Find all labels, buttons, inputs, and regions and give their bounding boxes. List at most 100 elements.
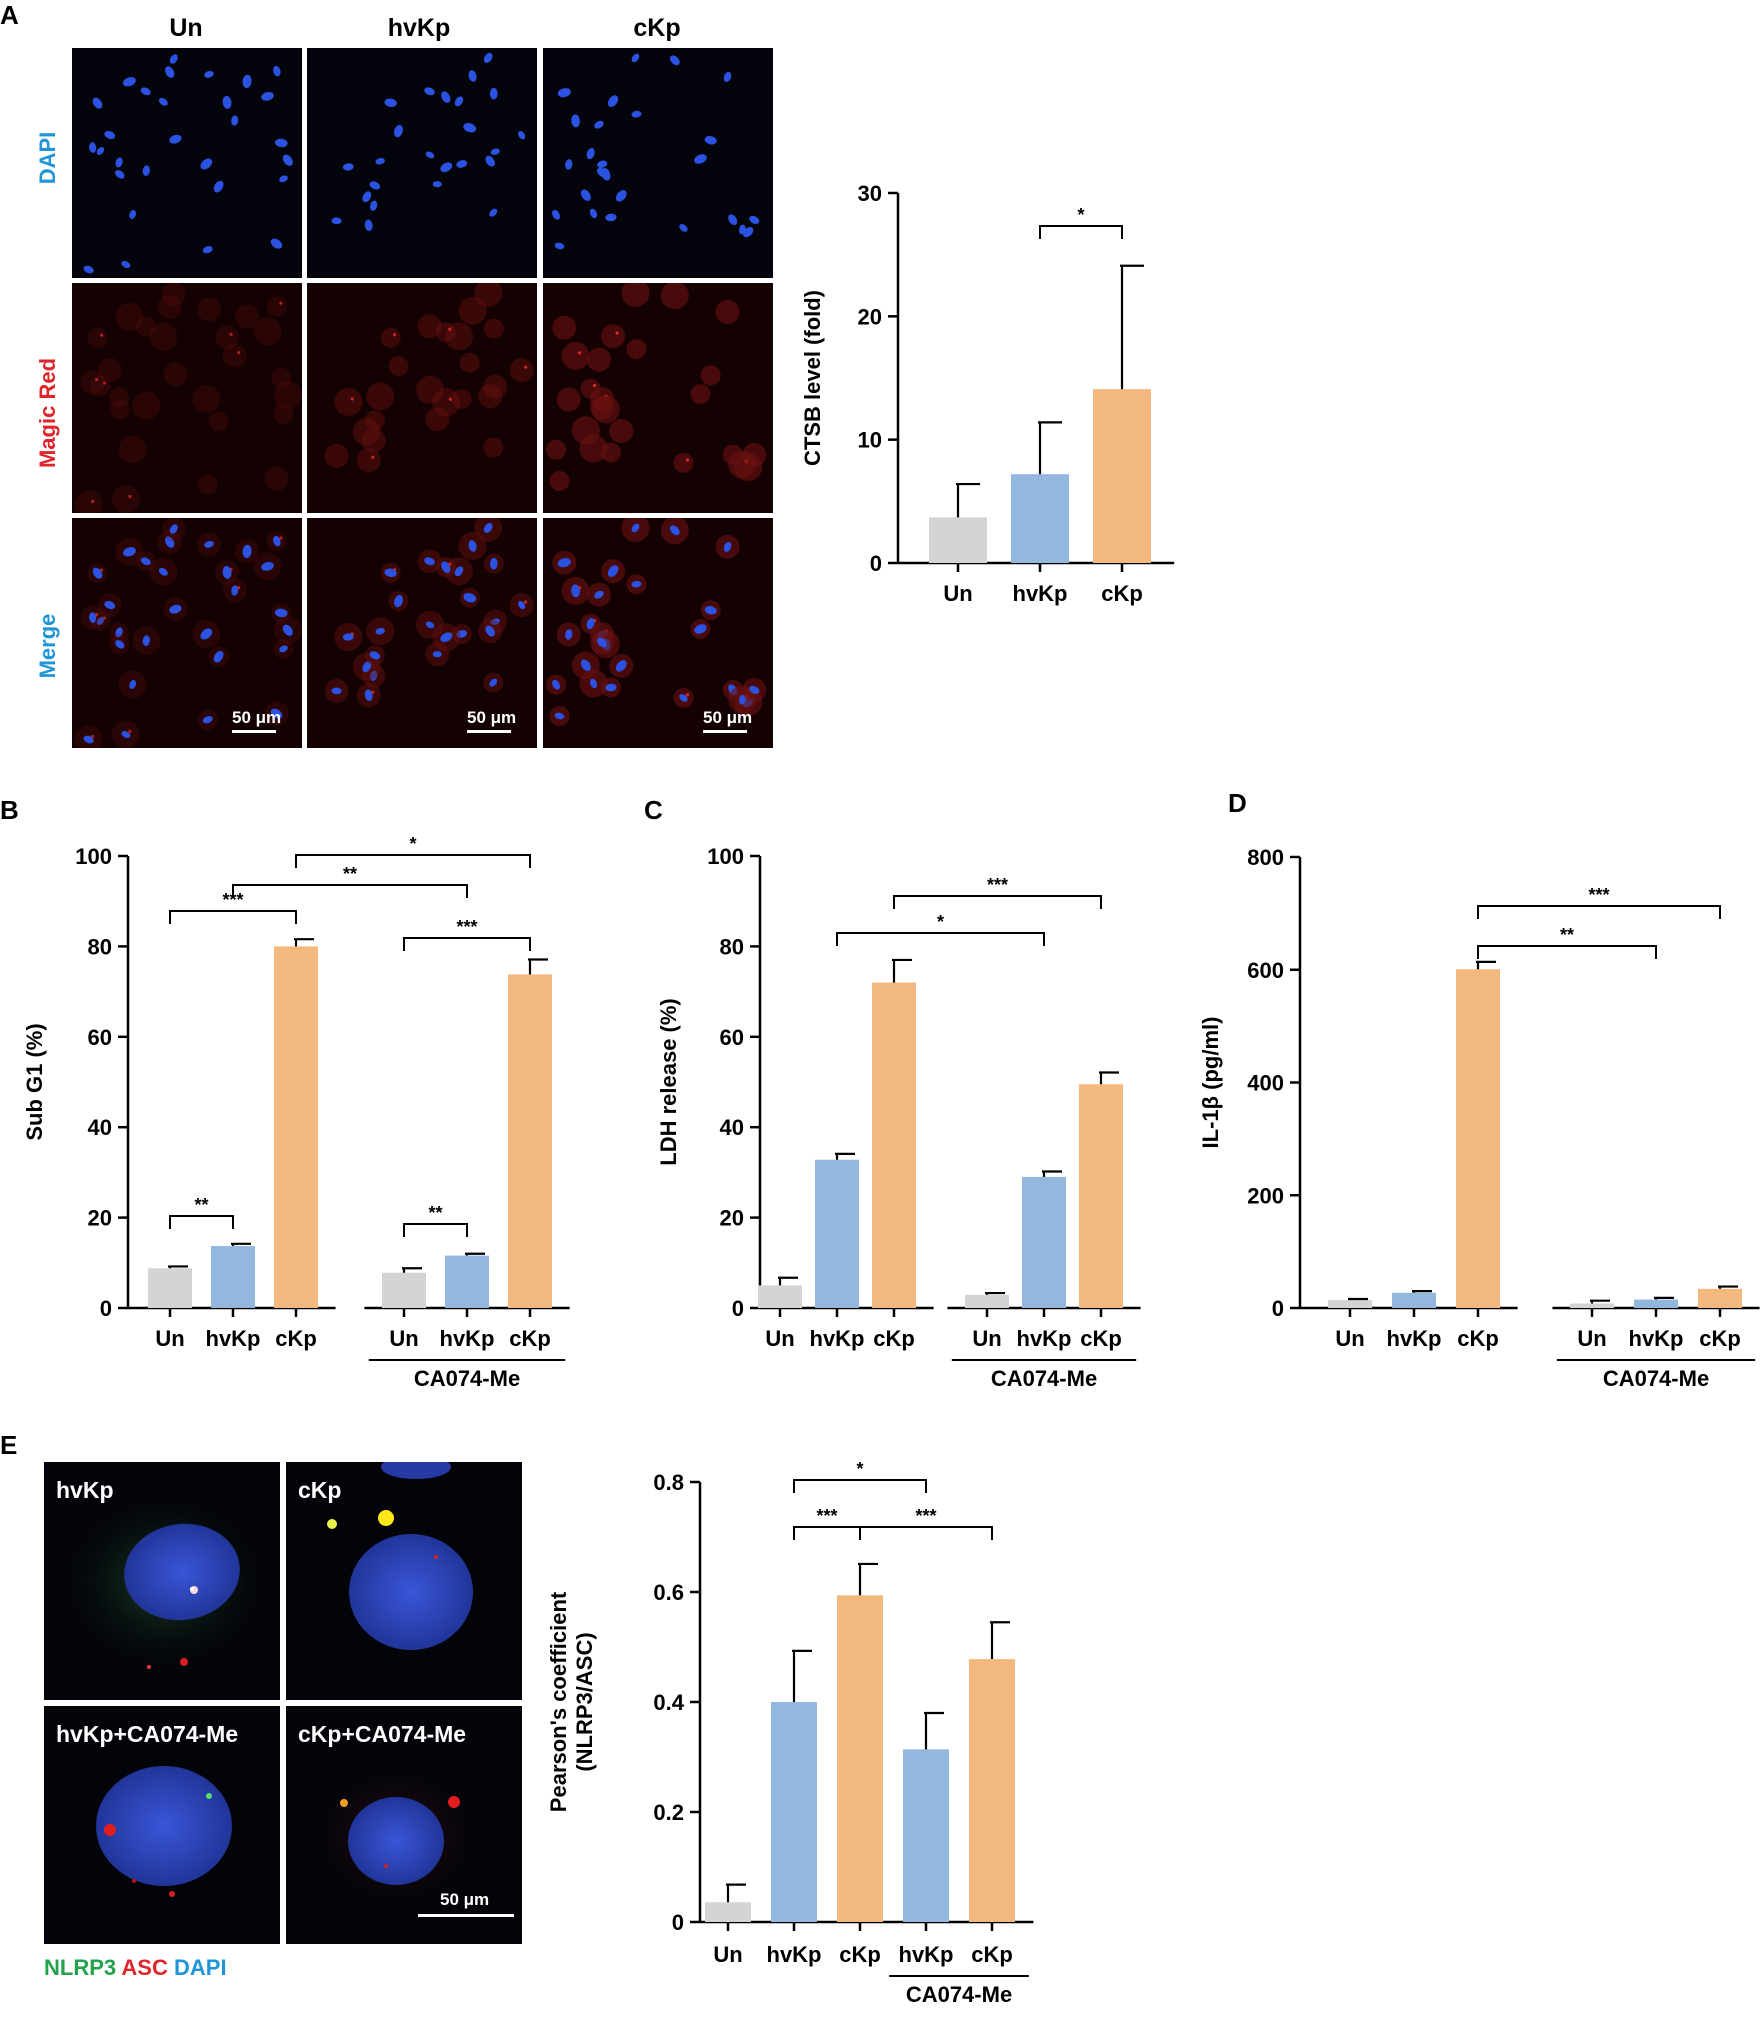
- bar: [815, 1159, 859, 1308]
- cell-halo: [546, 439, 567, 460]
- significance-label: **: [428, 1203, 442, 1223]
- chart-c-ldh: 0 20 40 60 80 100 LDH release (%) Un hvKp cKp Un hv…: [640, 830, 1240, 1391]
- cell-halo: [109, 387, 130, 408]
- lysosome-spot: [279, 536, 283, 540]
- cell-halo: [111, 485, 140, 513]
- nucleus: [384, 98, 397, 107]
- nucleus: [483, 522, 493, 533]
- cell-halo: [673, 452, 694, 473]
- nucleus: [375, 627, 385, 635]
- nucleus: [279, 645, 288, 653]
- category-label: cKp: [1101, 581, 1143, 606]
- nucleus: [92, 567, 103, 579]
- cell-halo: [586, 347, 611, 372]
- lysosome-spot: [615, 331, 619, 335]
- nucleus: [213, 180, 224, 193]
- category-label: Un: [1577, 1326, 1606, 1351]
- nucleus: [468, 70, 477, 82]
- nucleus: [92, 97, 103, 109]
- cell-halo: [334, 387, 363, 416]
- nucleus: [490, 148, 500, 155]
- nucleus: [96, 617, 105, 625]
- significance-label: ***: [222, 890, 243, 910]
- e-image-hvkp-ca074-cell: [96, 1766, 232, 1897]
- category-label: cKp: [509, 1326, 551, 1351]
- nucleus: [749, 215, 760, 224]
- bar: [837, 1595, 883, 1922]
- nucleus: [463, 593, 477, 603]
- lysosome-spot: [448, 327, 452, 331]
- row-label-merge: Merge: [35, 613, 60, 679]
- cell-halo: [364, 410, 385, 431]
- cell-halo: [478, 384, 503, 409]
- cell-halo: [264, 466, 289, 491]
- significance-label: *: [409, 834, 416, 854]
- nucleus: [597, 167, 607, 178]
- y-tick-label: 40: [720, 1115, 744, 1140]
- nucleus: [589, 208, 598, 219]
- nucleus: [454, 96, 464, 107]
- bar: [903, 1749, 949, 1922]
- cell-halo: [509, 358, 534, 383]
- lysosome-spot: [279, 301, 283, 305]
- nucleus: [140, 557, 151, 566]
- cell-halo: [483, 437, 504, 458]
- category-label: Un: [943, 581, 972, 606]
- category-label: hvKp: [810, 1326, 865, 1351]
- lysosome-spot: [95, 612, 99, 617]
- cell-halo: [609, 418, 634, 443]
- nucleus: [552, 209, 560, 220]
- significance-bracket: [893, 895, 1102, 909]
- cell-halo: [425, 407, 450, 432]
- nucleus: [597, 637, 607, 648]
- nucleus: [331, 217, 342, 225]
- lysosome-spot: [524, 365, 528, 369]
- nucleus: [115, 157, 123, 168]
- nucleus: [261, 91, 274, 101]
- lysosome-spot: [350, 397, 354, 401]
- lysosome-spot: [91, 499, 95, 504]
- y-tick-label: 200: [1247, 1183, 1284, 1208]
- cell-halo: [115, 302, 144, 331]
- lysosome-spot: [237, 350, 241, 355]
- category-label: cKp: [971, 1942, 1013, 1967]
- cell-halo: [601, 324, 626, 349]
- scale-bar: [703, 730, 747, 733]
- cell-halo: [273, 381, 302, 410]
- nucleus: [441, 91, 451, 103]
- micrograph-magic-red-hvkp: [307, 283, 537, 513]
- nucleus: [274, 608, 288, 618]
- significance-label: ***: [1588, 885, 1609, 905]
- micrograph-dapi-un: [72, 48, 302, 278]
- cell-halo: [149, 322, 178, 351]
- significance-bracket: [169, 910, 297, 924]
- y-tick-label: 20: [858, 304, 882, 329]
- nucleus: [571, 114, 580, 128]
- bar: [1570, 1303, 1614, 1308]
- nucleus: [483, 52, 493, 63]
- nucleus: [571, 584, 580, 598]
- category-label: hvKp: [767, 1942, 822, 1967]
- nucleus: [242, 544, 252, 559]
- nucleus: [129, 679, 137, 690]
- lysosome-spot: [685, 458, 690, 462]
- bar: [929, 517, 987, 563]
- panel-letter-d: D: [1228, 788, 1247, 818]
- nucleus: [605, 213, 617, 222]
- cell-halo: [459, 352, 480, 373]
- micrograph-merge-hvkp: 50 μm: [307, 518, 537, 748]
- nucleus: [489, 208, 498, 217]
- lysosome-spot: [229, 332, 233, 336]
- lysosome-spot: [685, 693, 690, 697]
- nucleus: [242, 74, 252, 89]
- bar: [969, 1659, 1015, 1922]
- cell-halo: [660, 283, 689, 310]
- y-tick-label: 20: [88, 1206, 112, 1231]
- y-tick-label: 60: [720, 1025, 744, 1050]
- nucleus: [213, 650, 224, 663]
- nucleus: [723, 541, 732, 552]
- cell-halo: [74, 490, 103, 513]
- nucleus: [369, 181, 381, 190]
- nucleus: [200, 628, 213, 640]
- y-tick-label: 100: [75, 844, 112, 869]
